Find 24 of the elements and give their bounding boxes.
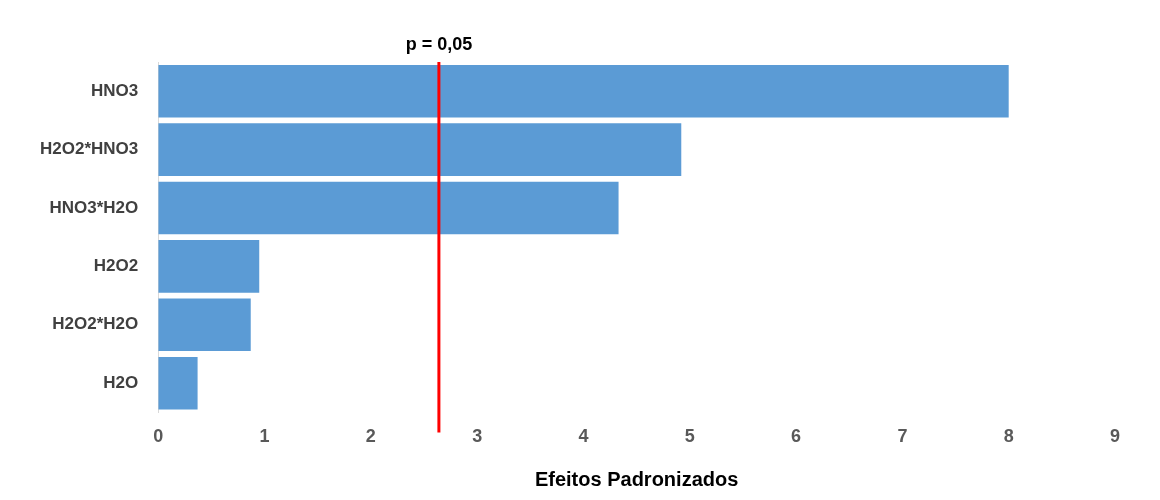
y-tick-label: H2O2*HNO3: [39, 139, 139, 159]
bar: [158, 240, 260, 293]
x-tick-label: 0: [153, 426, 164, 447]
x-tick-label: 8: [1003, 426, 1014, 447]
x-tick-label: 3: [472, 426, 483, 447]
x-tick-label: 6: [791, 426, 802, 447]
x-tick-label: 5: [684, 426, 695, 447]
x-tick-label: 4: [578, 426, 589, 447]
x-tick-label: 9: [1109, 426, 1121, 447]
x-tick-label: 1: [259, 426, 270, 447]
bar: [158, 181, 619, 235]
x-tick-label: 2: [365, 426, 376, 447]
bar: [158, 123, 682, 176]
y-tick-label: H2O2*H2O: [52, 314, 139, 334]
x-tick-label: 7: [897, 426, 908, 447]
y-tick-label: HNO3*H2O: [49, 197, 139, 217]
y-tick-label: H2O2: [93, 256, 139, 276]
bar: [158, 356, 198, 410]
text: p = 0,05: [405, 33, 473, 54]
bar: [158, 298, 251, 352]
y-tick-label: H2O: [103, 372, 139, 392]
y-tick-label: HNO3: [91, 80, 139, 100]
bar: [158, 64, 1009, 118]
x-axis-title: Efeitos Padronizados: [534, 467, 739, 490]
